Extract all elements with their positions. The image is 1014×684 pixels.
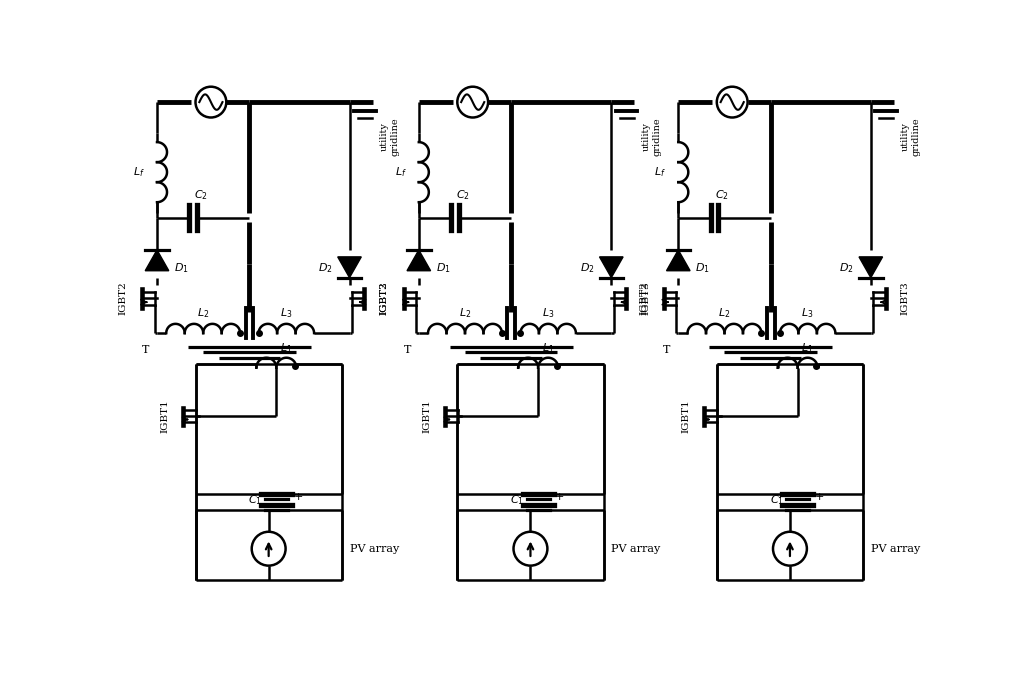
Text: IGBT1: IGBT1 xyxy=(422,399,431,433)
Text: $D_2$: $D_2$ xyxy=(840,261,854,274)
Text: $C_2$: $C_2$ xyxy=(715,188,729,202)
Text: $L_2$: $L_2$ xyxy=(459,306,472,320)
Polygon shape xyxy=(599,257,623,278)
Text: IGBT2: IGBT2 xyxy=(639,282,648,315)
Text: $D_2$: $D_2$ xyxy=(317,261,333,274)
Text: IGBT3: IGBT3 xyxy=(900,282,910,315)
Text: T: T xyxy=(142,345,149,354)
Text: $L_f$: $L_f$ xyxy=(133,166,145,179)
Text: $L_2$: $L_2$ xyxy=(718,306,731,320)
Text: $L_3$: $L_3$ xyxy=(801,306,814,320)
Text: PV array: PV array xyxy=(871,544,920,554)
Text: IGBT1: IGBT1 xyxy=(160,399,169,433)
Text: T: T xyxy=(663,345,670,354)
Text: IGBT2: IGBT2 xyxy=(118,282,127,315)
Polygon shape xyxy=(338,257,361,278)
Text: $C_2$: $C_2$ xyxy=(455,188,469,202)
Text: T: T xyxy=(404,345,411,354)
Text: IGBT2: IGBT2 xyxy=(380,282,388,315)
Text: utility
gridline: utility gridline xyxy=(380,118,400,156)
Text: $L_1$: $L_1$ xyxy=(542,341,555,355)
Text: IGBT3: IGBT3 xyxy=(379,282,388,315)
Text: utility
gridline: utility gridline xyxy=(901,118,921,156)
Text: IGBT1: IGBT1 xyxy=(681,399,691,433)
Text: +: + xyxy=(293,492,302,502)
Polygon shape xyxy=(145,250,168,271)
Text: $L_2$: $L_2$ xyxy=(197,306,209,320)
Text: utility
gridline: utility gridline xyxy=(642,118,661,156)
Polygon shape xyxy=(859,257,882,278)
Text: $C_2$: $C_2$ xyxy=(194,188,208,202)
Text: $L_1$: $L_1$ xyxy=(801,341,814,355)
Text: $C_1$: $C_1$ xyxy=(510,493,524,507)
Text: IGBT3: IGBT3 xyxy=(641,282,650,315)
Text: +: + xyxy=(814,492,824,502)
Text: PV array: PV array xyxy=(350,544,399,554)
Text: PV array: PV array xyxy=(611,544,660,554)
Text: $D_2$: $D_2$ xyxy=(580,261,594,274)
Text: $C_1$: $C_1$ xyxy=(770,493,784,507)
Text: $L_1$: $L_1$ xyxy=(280,341,293,355)
Polygon shape xyxy=(407,250,431,271)
Text: $L_3$: $L_3$ xyxy=(280,306,293,320)
Polygon shape xyxy=(666,250,691,271)
Text: +: + xyxy=(555,492,565,502)
Text: $D_1$: $D_1$ xyxy=(696,261,710,274)
Text: $L_f$: $L_f$ xyxy=(654,166,666,179)
Text: $C_1$: $C_1$ xyxy=(248,493,263,507)
Text: $D_1$: $D_1$ xyxy=(436,261,450,274)
Text: $L_3$: $L_3$ xyxy=(541,306,555,320)
Text: $L_f$: $L_f$ xyxy=(394,166,407,179)
Text: $D_1$: $D_1$ xyxy=(174,261,189,274)
